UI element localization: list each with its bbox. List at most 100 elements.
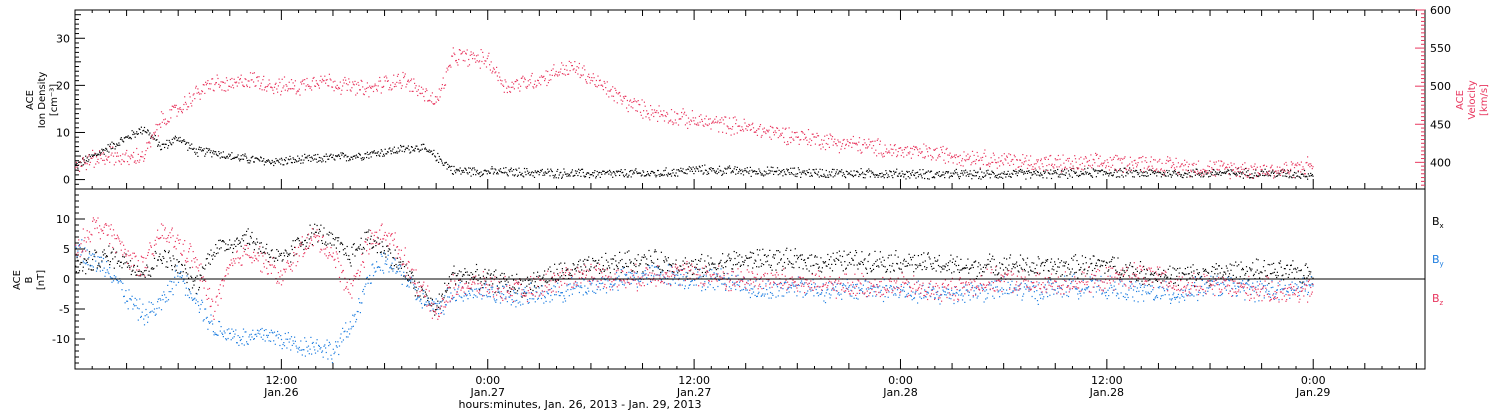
velocity-point bbox=[934, 148, 936, 150]
bx-point bbox=[282, 259, 284, 261]
bx-point bbox=[215, 253, 217, 255]
velocity-point bbox=[1096, 153, 1098, 156]
velocity-point bbox=[1125, 168, 1127, 170]
ion-density-point bbox=[643, 171, 645, 173]
bx-point bbox=[1023, 259, 1025, 261]
bx-point bbox=[1027, 271, 1029, 273]
ion-density-point bbox=[1281, 169, 1283, 171]
bx-point bbox=[399, 264, 401, 266]
velocity-point bbox=[284, 89, 286, 91]
bx-point bbox=[679, 265, 681, 267]
ion-density-point bbox=[561, 176, 563, 178]
ion-density-point bbox=[975, 171, 977, 173]
velocity-point bbox=[456, 62, 458, 64]
bx-point bbox=[1151, 273, 1153, 276]
velocity-point bbox=[1242, 172, 1244, 174]
bx-point bbox=[848, 262, 851, 264]
velocity-point bbox=[555, 70, 557, 73]
ion-density-point bbox=[392, 148, 394, 150]
velocity-point bbox=[777, 137, 779, 139]
velocity-point bbox=[1260, 169, 1262, 171]
ion-density-point bbox=[95, 154, 98, 157]
velocity-point bbox=[169, 109, 171, 111]
velocity-point bbox=[304, 79, 306, 81]
velocity-point bbox=[786, 144, 788, 146]
velocity-point bbox=[326, 79, 328, 81]
ion-density-point bbox=[511, 170, 513, 172]
velocity-point bbox=[848, 145, 850, 147]
bx-point bbox=[894, 254, 896, 256]
velocity-point bbox=[1040, 160, 1042, 162]
ion-density-point bbox=[1028, 170, 1030, 172]
ion-density-point bbox=[441, 160, 443, 162]
bx-point bbox=[1173, 282, 1175, 285]
bx-point bbox=[551, 277, 553, 279]
velocity-point bbox=[815, 136, 817, 138]
by-point bbox=[123, 295, 125, 297]
velocity-point bbox=[351, 87, 353, 89]
bx-point bbox=[1177, 268, 1179, 270]
bx-point bbox=[1197, 272, 1199, 274]
bx-point bbox=[1153, 274, 1155, 276]
bx-point bbox=[1178, 272, 1180, 274]
ion-density-point bbox=[1271, 171, 1273, 173]
velocity-point bbox=[779, 135, 781, 137]
velocity-point bbox=[536, 84, 538, 87]
bx-point bbox=[217, 252, 219, 254]
ion-density-point bbox=[120, 137, 122, 139]
bx-point bbox=[1119, 276, 1121, 279]
velocity-point bbox=[133, 151, 135, 154]
bx-point bbox=[469, 288, 471, 290]
bx-point bbox=[668, 263, 670, 265]
ion-density-point bbox=[290, 161, 293, 164]
velocity-point bbox=[1094, 162, 1096, 164]
ion-density-point bbox=[96, 154, 98, 156]
by-point bbox=[180, 271, 182, 273]
bx-point bbox=[632, 270, 634, 272]
ion-density-point bbox=[761, 173, 763, 175]
velocity-point bbox=[817, 135, 820, 137]
velocity-point bbox=[405, 86, 407, 88]
bx-point bbox=[619, 260, 621, 262]
velocity-point bbox=[1009, 164, 1011, 166]
velocity-point bbox=[259, 88, 261, 90]
velocity-point bbox=[1163, 169, 1166, 171]
ion-density-point bbox=[1176, 173, 1178, 175]
velocity-point bbox=[927, 155, 929, 157]
velocity-point bbox=[458, 49, 460, 51]
velocity-point bbox=[309, 87, 311, 89]
velocity-point bbox=[561, 73, 563, 75]
ion-density-point bbox=[175, 137, 177, 139]
velocity-point bbox=[893, 145, 895, 147]
velocity-point bbox=[350, 90, 352, 92]
ion-density-point bbox=[704, 164, 706, 166]
ion-density-point bbox=[625, 174, 627, 176]
bx-point bbox=[646, 258, 648, 260]
bx-point bbox=[712, 263, 714, 265]
ion-density-point bbox=[321, 161, 323, 163]
ion-density-point bbox=[1210, 172, 1212, 174]
bx-point bbox=[348, 255, 350, 257]
by-point bbox=[87, 264, 89, 266]
ion-density-point bbox=[918, 174, 920, 176]
bx-point bbox=[105, 256, 107, 258]
velocity-point bbox=[882, 152, 885, 155]
ion-density-point bbox=[958, 178, 960, 180]
bx-point bbox=[903, 258, 905, 260]
velocity-point bbox=[217, 77, 219, 80]
ion-density-point bbox=[915, 177, 917, 179]
bx-point bbox=[1288, 273, 1290, 276]
velocity-point bbox=[1150, 156, 1152, 158]
velocity-point bbox=[92, 149, 94, 151]
bx-point bbox=[1116, 271, 1118, 273]
ion-density-point bbox=[746, 167, 748, 169]
by-point bbox=[115, 276, 117, 278]
ion-density-point bbox=[890, 171, 892, 173]
bx-point bbox=[886, 268, 888, 271]
velocity-point bbox=[749, 124, 751, 126]
velocity-point bbox=[239, 78, 241, 80]
velocity-point bbox=[1180, 163, 1183, 165]
bx-point bbox=[1040, 263, 1042, 265]
bx-point bbox=[526, 285, 528, 287]
velocity-point bbox=[454, 53, 456, 56]
